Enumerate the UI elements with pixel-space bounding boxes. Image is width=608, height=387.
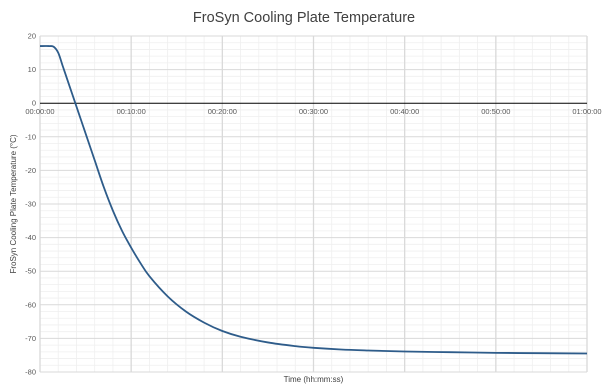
chart-title: FroSyn Cooling Plate Temperature — [192, 10, 416, 26]
x-tick-label: 00:00:00 — [25, 107, 54, 116]
x-tick-label: 00:10:00 — [117, 107, 146, 116]
y-axis-title: FroSyn Cooling Plate Temperature (°C) — [9, 134, 18, 273]
y-tick-label: 0 — [32, 99, 36, 108]
x-tick-label: 01:00:00 — [572, 107, 601, 116]
y-tick-label: -70 — [25, 334, 36, 343]
major-gridlines — [39, 35, 588, 373]
x-tick-label: 00:50:00 — [481, 107, 510, 116]
y-tick-label: -60 — [25, 300, 36, 309]
x-tick-label: 00:20:00 — [208, 107, 237, 116]
y-tick-label: -20 — [25, 166, 36, 175]
x-tick-labels: 00:00:00 00:10:00 00:20:00 00:30:00 00:40:00… — [25, 107, 601, 116]
y-tick-label: -80 — [25, 368, 36, 377]
x-tick-label: 00:30:00 — [299, 107, 328, 116]
y-tick-label: 10 — [28, 65, 36, 74]
y-tick-label: -30 — [25, 200, 36, 209]
temperature-series-line — [39, 45, 588, 355]
y-tick-label: -50 — [25, 267, 36, 276]
y-tick-label: 20 — [28, 32, 36, 41]
y-tick-label: -40 — [25, 233, 36, 242]
x-axis-title: Time (hh:mm:ss) — [284, 375, 344, 384]
y-tick-labels: 20 10 0 -10 -20 -30 -40 -50 -60 -70 -80 — [25, 32, 36, 377]
y-tick-label: -10 — [25, 132, 36, 141]
x-tick-label: 00:40:00 — [390, 107, 419, 116]
